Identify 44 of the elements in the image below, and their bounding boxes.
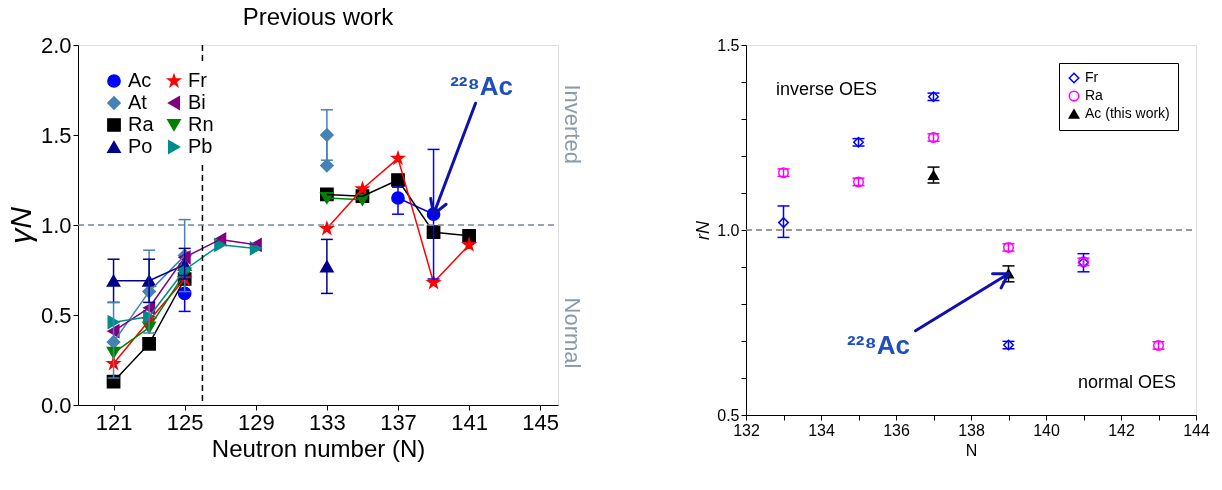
x-tick-label: 129 [237,409,275,435]
annotation: ²²⁸Ac [847,329,910,360]
x-tick-label: 137 [380,409,417,435]
x-tick-label: 134 [808,421,835,439]
x-tick-label: 141 [451,409,488,435]
legend-label: Pb [188,135,213,157]
legend-label: Fr [188,69,208,91]
legend-label: Ac (this work) [1085,105,1170,121]
x-tick-label: 144 [1183,421,1210,439]
y-axis-title: rN [693,220,714,240]
y-axis-title: γN [3,206,37,244]
legend-label: At [128,91,148,113]
x-axis-title: Neutron number (N) [211,434,426,462]
legend-label: Fr [1085,69,1099,85]
annotation: normal OES [1077,372,1176,392]
x-tick-label: 136 [883,421,910,439]
x-tick-label: 125 [166,409,204,435]
x-tick-label: 140 [1033,421,1060,439]
x-tick-label: 138 [958,421,985,439]
annotation: inverse OES [776,79,878,99]
legend-label: Po [128,135,153,157]
legend-label: Ra [128,113,155,135]
y-tick-label: 1.5 [40,122,72,148]
y-tick-label: 0.5 [40,302,72,328]
text: Normal [560,297,585,369]
y-tick-label: 2.0 [40,32,72,58]
text: Inverted [560,84,585,164]
chart-title: Previous work [242,3,395,30]
y-tick-label: 1.0 [40,212,72,238]
y-tick-label: 1.0 [717,221,740,239]
x-tick-label: 133 [309,409,346,435]
y-tick-label: 1.5 [717,36,740,54]
legend-label: Rn [188,113,214,135]
x-axis-title: N [965,441,978,459]
x-tick-label: 132 [733,421,760,439]
legend-label: Bi [188,91,206,113]
x-tick-label: 121 [95,409,133,435]
legend-label: Ra [1085,87,1104,103]
annotation: ²²⁸Ac [450,71,513,102]
y-tick-label: 0.5 [717,406,740,424]
legend-label: Ac [128,69,152,91]
y-tick-label: 0.0 [40,392,72,418]
x-tick-label: 142 [1108,421,1135,439]
x-tick-label: 145 [522,409,560,435]
